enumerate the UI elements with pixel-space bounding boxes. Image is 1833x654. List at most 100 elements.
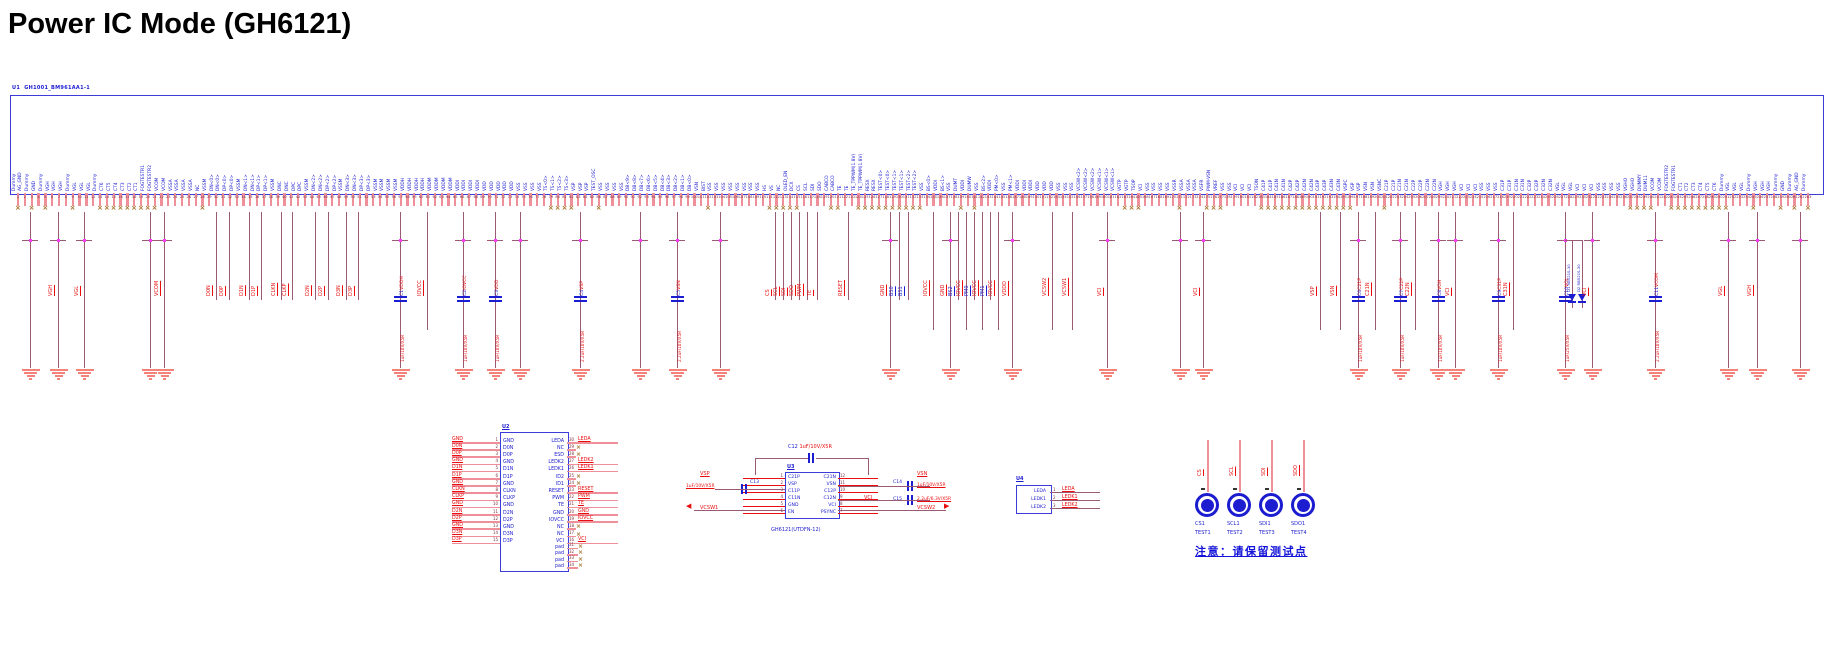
ic-pin-stub	[276, 193, 279, 206]
ic-pin-stub	[242, 193, 245, 206]
net-wire	[908, 212, 909, 300]
ic-pin-number: 216	[1483, 195, 1491, 199]
ic-pin-stub	[1533, 193, 1536, 206]
ic-pin-number: 105	[725, 195, 732, 199]
u2-net-label: GND	[452, 479, 463, 485]
ground-symbol	[1437, 378, 1440, 381]
ground-symbol	[1199, 375, 1208, 378]
ic-pin-number: 70	[487, 195, 492, 199]
u3-pin-name: C12N	[823, 496, 837, 501]
u3-pin-number: 8	[840, 500, 843, 506]
capacitor-plate	[808, 453, 810, 463]
ic-pin-number: 232	[1592, 195, 1600, 199]
testpoint-wire	[1271, 440, 1273, 492]
u2-pin-wire	[452, 470, 500, 473]
ic-pin-number: 87	[603, 195, 608, 199]
ic-pin-number: 146	[1005, 195, 1013, 199]
u2-pin-name: TE	[558, 503, 564, 509]
ground-symbol	[457, 372, 470, 375]
u3-caption: GH6121(UTDFN-12)	[771, 527, 821, 533]
ic-pin-stub	[1759, 193, 1762, 206]
u2-pin-name: D0N	[503, 445, 514, 451]
ground-symbol	[1796, 375, 1805, 378]
ic-pin-number: 251	[1722, 195, 1730, 199]
capacitor-label: C5VSN	[677, 246, 686, 296]
ic-pin-stub	[1684, 193, 1687, 206]
net-wire	[1800, 212, 1801, 368]
ic-pin-stub	[1369, 193, 1372, 206]
net-wire	[1455, 212, 1456, 368]
no-connect-x-icon: ×	[110, 204, 117, 212]
ground-symbol	[1497, 378, 1500, 381]
junction-dot	[1105, 238, 1109, 242]
ic-pin-stub	[399, 193, 402, 206]
ic-pin-stub	[912, 193, 915, 206]
u4-pin-wire	[1050, 500, 1100, 502]
net-label: C31N	[1503, 282, 1509, 296]
ic-pin-stub	[782, 193, 785, 206]
ic-pin-stub	[946, 193, 949, 206]
ic-pin-stub	[1233, 193, 1236, 206]
no-connect-x-icon: ×	[96, 204, 103, 212]
no-connect-x-icon: ×	[576, 480, 582, 488]
net-wire	[982, 212, 983, 330]
c13-value: 1uF/10V/X5R	[686, 484, 715, 489]
ground-symbol	[1564, 378, 1567, 381]
ground-symbol	[78, 372, 91, 375]
ground-symbol	[639, 378, 642, 381]
no-connect-x-icon: ×	[787, 204, 793, 212]
u2-pin-name: D2N	[503, 510, 514, 516]
ic-pin-stub	[871, 193, 874, 206]
ground-symbol	[886, 375, 895, 378]
testpoint-ring	[1227, 493, 1251, 517]
ic-pin-stub	[1595, 193, 1598, 206]
u3-pin-wire	[743, 506, 785, 508]
ic-pin-stub	[1663, 193, 1666, 206]
net-wire	[150, 212, 151, 368]
ground-symbol	[719, 378, 722, 381]
testpoint-wire	[1239, 440, 1241, 492]
net-wire	[463, 212, 464, 368]
ic-pin-stub	[1171, 193, 1174, 206]
ic-pin-number: 25	[179, 195, 185, 199]
no-connect-x-icon: ×	[1299, 204, 1306, 212]
net-wire	[1320, 212, 1321, 330]
u2-net-label: D0N	[452, 443, 463, 449]
testpoint-ring	[1291, 493, 1315, 517]
ic-pin-stub	[57, 193, 61, 206]
ic-pin-stub	[112, 193, 115, 206]
no-connect-x-icon: ×	[855, 204, 862, 212]
u2-pin-wire	[452, 463, 500, 466]
net-label: VSN	[1330, 285, 1336, 296]
ic-pin-stub	[126, 193, 129, 206]
capacitor-plate	[1432, 296, 1445, 298]
ic-pin-number: 86	[596, 195, 601, 199]
ic-pin-number: 16	[118, 195, 123, 199]
u2-pin-name: CLKN	[503, 488, 516, 494]
ic-pin-stub	[1151, 193, 1154, 206]
ic-pin-stub	[1410, 193, 1413, 206]
u2-pin-name: VCI	[555, 539, 564, 545]
ic-pin-number: 225	[1544, 195, 1552, 199]
ic-pin-number: 94	[651, 195, 656, 199]
u2-pad-wire	[567, 554, 578, 556]
ic-pin-number: 43	[302, 195, 308, 199]
ground-symbol	[1654, 378, 1657, 381]
ground-symbol	[1722, 372, 1735, 375]
ic-pin-stub	[618, 193, 621, 206]
ground-symbol	[146, 375, 155, 378]
ic-pin-stub	[679, 193, 682, 206]
junction-dot	[1590, 238, 1594, 242]
ground-symbol	[673, 375, 682, 378]
ic-pin-number: 103	[711, 195, 719, 199]
capacitor-plate	[489, 296, 502, 298]
net-wire	[84, 212, 85, 368]
ic-pin-number: 24	[172, 195, 178, 199]
ic-pin-number: 132	[909, 195, 917, 199]
ic-pin-stub	[795, 193, 799, 206]
ic-pin-number: 116	[800, 195, 808, 199]
ic-pin-stub	[536, 193, 539, 206]
ic-pin-stub	[235, 193, 238, 206]
ground-symbol	[1489, 369, 1508, 372]
diode-wire-top	[1565, 240, 1582, 241]
